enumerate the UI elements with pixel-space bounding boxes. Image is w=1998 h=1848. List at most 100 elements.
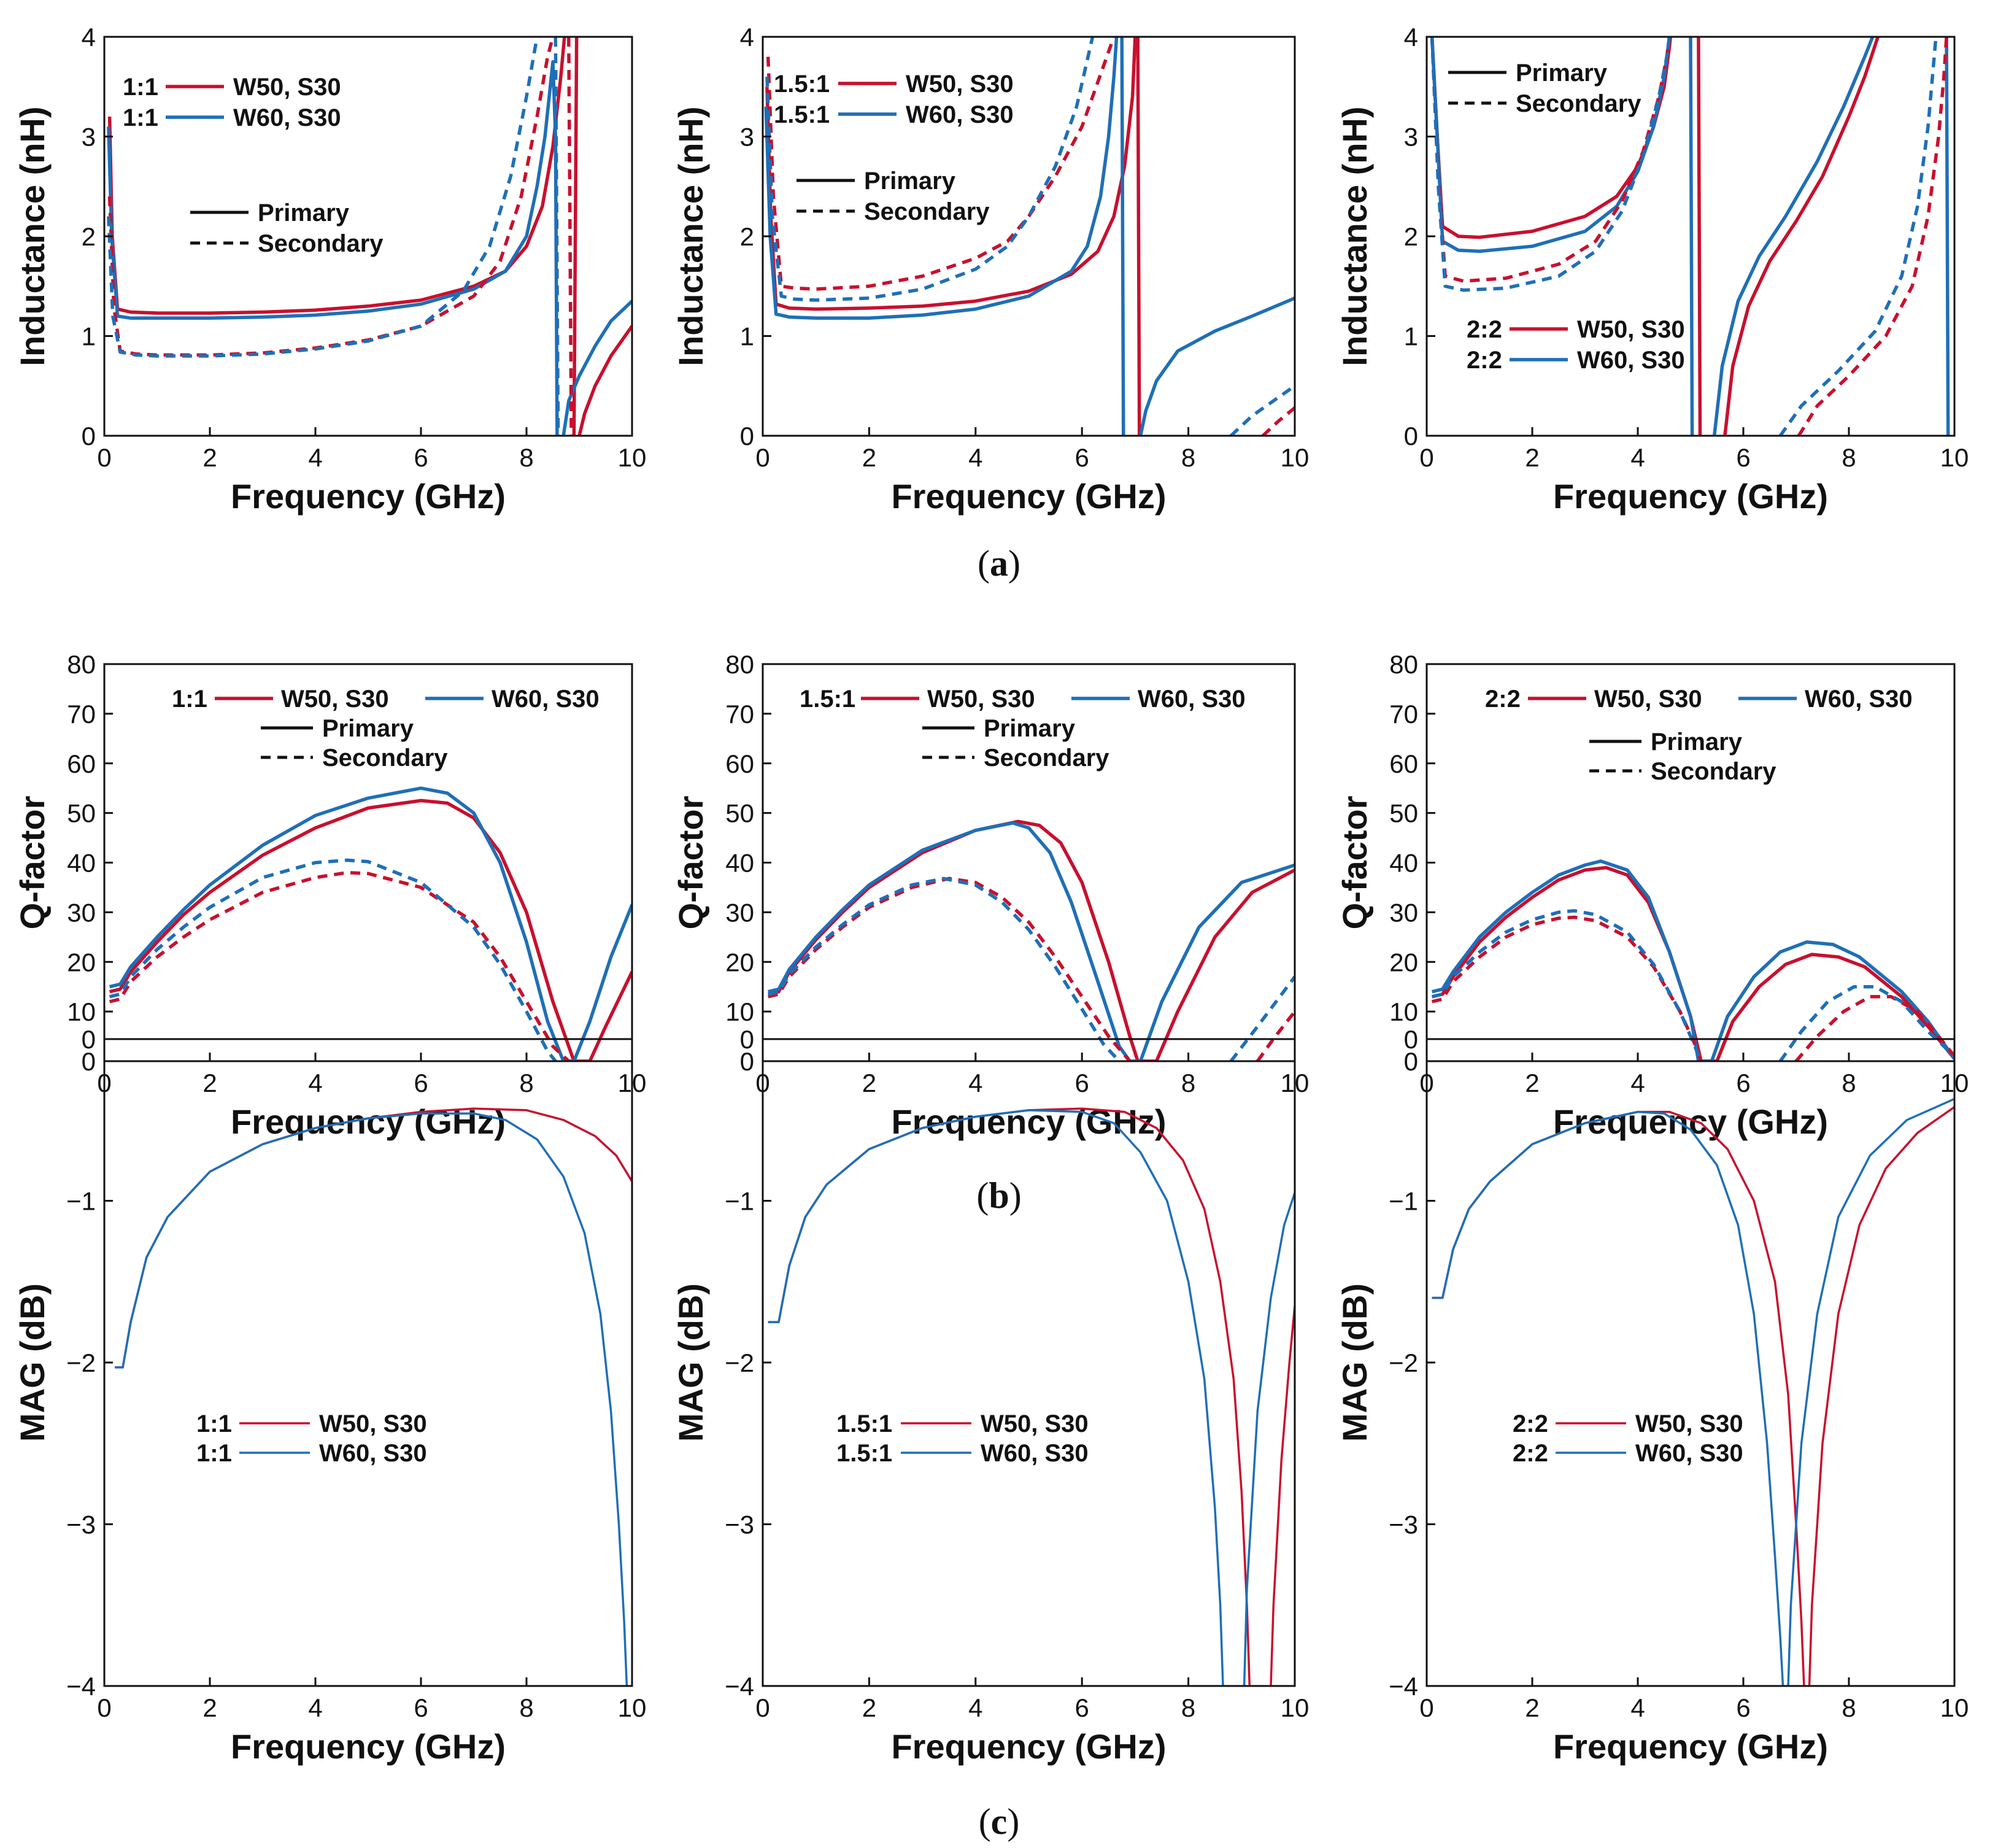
series-line-red-solid bbox=[115, 1107, 632, 1369]
y-axis-title: MAG (dB) bbox=[13, 1283, 52, 1442]
legend-label: W50, S30 bbox=[233, 74, 341, 101]
x-tick-label: 6 bbox=[1736, 1693, 1750, 1722]
x-tick-label: 6 bbox=[414, 1693, 428, 1722]
x-tick-label: 4 bbox=[308, 443, 322, 472]
x-tick-label: 4 bbox=[308, 1693, 322, 1722]
y-tick-label: −3 bbox=[725, 1510, 754, 1539]
legend-prefix: 1:1 bbox=[172, 686, 207, 713]
caption-c: (c) bbox=[979, 1801, 1020, 1842]
series-group bbox=[1432, 1097, 1954, 1686]
y-tick-label: 3 bbox=[1404, 123, 1418, 152]
x-axis-title: Frequency (GHz) bbox=[1553, 477, 1828, 516]
y-tick-label: 1 bbox=[82, 322, 96, 351]
x-tick-label: 2 bbox=[202, 443, 217, 472]
y-tick-label: −3 bbox=[66, 1510, 96, 1539]
legend-prefix: 1.5:1 bbox=[836, 1440, 892, 1467]
series-line-blue-dashed bbox=[1778, 984, 1954, 1061]
series-line-red-solid bbox=[1808, 1106, 1954, 1686]
x-tick-label: 8 bbox=[519, 443, 533, 472]
x-tick-label: 6 bbox=[1075, 443, 1089, 472]
x-tick-label: 8 bbox=[1842, 1693, 1856, 1722]
x-tick-label: 4 bbox=[1630, 443, 1645, 472]
x-tick-label: 10 bbox=[618, 443, 647, 472]
y-tick-label: 80 bbox=[67, 650, 96, 679]
series-group bbox=[764, 37, 1295, 436]
series-line-blue-solid bbox=[1712, 37, 1875, 436]
series-line-blue-dashed bbox=[107, 37, 539, 358]
series-line-blue-solid bbox=[1787, 1097, 1954, 1686]
y-tick-label: 2 bbox=[740, 222, 754, 251]
x-tick-label: 4 bbox=[308, 1069, 322, 1097]
series-line-red-solid bbox=[107, 37, 566, 315]
legend-label: W60, S30 bbox=[981, 1440, 1089, 1467]
legend-label: W60, S30 bbox=[233, 104, 341, 131]
x-tick-label: 4 bbox=[1630, 1693, 1645, 1722]
y-tick-label: 60 bbox=[1389, 749, 1418, 778]
caption-a: (a) bbox=[978, 543, 1020, 584]
x-tick-label: 2 bbox=[1525, 443, 1539, 472]
x-tick-label: 2 bbox=[1525, 1069, 1539, 1097]
y-tick-label: 80 bbox=[1389, 650, 1418, 679]
legend-style-label: Primary bbox=[1516, 60, 1608, 87]
legend-style-label: Secondary bbox=[1651, 758, 1776, 785]
x-tick-label: 4 bbox=[1630, 1069, 1645, 1097]
legend-label: W50, S30 bbox=[1577, 316, 1685, 343]
y-tick-label: 2 bbox=[1404, 222, 1418, 251]
y-tick-label: 70 bbox=[67, 700, 96, 729]
y-tick-label: 40 bbox=[725, 849, 754, 878]
series-line-red-dashed bbox=[107, 37, 555, 357]
series-line-blue-dashed bbox=[1778, 37, 1938, 436]
legend-prefix: 1.5:1 bbox=[800, 686, 855, 713]
y-tick-label: 1 bbox=[1404, 322, 1418, 351]
legend-prefix: 1:1 bbox=[123, 104, 158, 131]
x-tick-label: 10 bbox=[1940, 1693, 1969, 1722]
series-line-red-solid bbox=[768, 819, 1295, 1061]
legend-prefix: 1.5:1 bbox=[836, 1410, 892, 1437]
x-axis-title: Frequency (GHz) bbox=[231, 477, 506, 516]
x-axis-title: Frequency (GHz) bbox=[891, 1102, 1166, 1141]
legend-prefix: 1.5:1 bbox=[774, 101, 830, 128]
y-tick-label: 30 bbox=[725, 898, 754, 927]
y-tick-label: −3 bbox=[1389, 1510, 1418, 1539]
y-tick-label: −2 bbox=[725, 1348, 754, 1377]
series-line-blue-dashed bbox=[1229, 975, 1295, 1061]
legend-label: W50, S30 bbox=[319, 1410, 427, 1437]
series-line-blue-solid bbox=[109, 786, 632, 1061]
y-tick-label: −4 bbox=[66, 1672, 96, 1701]
series-line-blue-solid bbox=[1432, 1110, 1784, 1686]
x-tick-label: 2 bbox=[202, 1069, 217, 1097]
legend: 1.5:1 W50, S30 1.5:1 W60, S30 Primary Seconda… bbox=[774, 71, 1014, 225]
x-axis-title: Frequency (GHz) bbox=[1553, 1727, 1828, 1766]
series-line-red-solid bbox=[572, 37, 579, 436]
y-tick-label: 2 bbox=[82, 222, 96, 251]
series-line-red-dashed bbox=[567, 37, 573, 436]
x-axis-title: Frequency (GHz) bbox=[231, 1102, 506, 1141]
series-line-red-solid bbox=[1723, 37, 1880, 436]
y-tick-label: 3 bbox=[740, 123, 754, 152]
series-line-red-dashed bbox=[1431, 915, 1703, 1061]
series-group bbox=[115, 1107, 632, 1686]
x-tick-label: 0 bbox=[97, 1693, 111, 1722]
series-group bbox=[768, 1107, 1295, 1686]
x-tick-label: 2 bbox=[862, 443, 876, 472]
y-tick-label: 0 bbox=[82, 1047, 96, 1076]
legend-prefix: 1.5:1 bbox=[774, 71, 830, 98]
chart-panel-a3: 0 2 4 6 8 10 0 1 2 3 4 Frequency (GHz) Inductance (n… bbox=[1335, 23, 1969, 516]
y-tick-label: −2 bbox=[66, 1348, 96, 1377]
x-axis-title: Frequency (GHz) bbox=[1553, 1102, 1828, 1141]
series-line-blue-solid bbox=[1138, 296, 1295, 436]
y-tick-label: 0 bbox=[1404, 1025, 1418, 1054]
x-tick-label: 10 bbox=[618, 1693, 647, 1722]
series-line-blue-dashed bbox=[768, 876, 1120, 1061]
x-tick-label: 6 bbox=[1075, 1693, 1089, 1722]
legend-prefix: 2:2 bbox=[1513, 1440, 1548, 1467]
legend-prefix: 1:1 bbox=[196, 1410, 232, 1437]
x-tick-label: 4 bbox=[968, 443, 982, 472]
x-tick-label: 2 bbox=[862, 1069, 876, 1097]
x-tick-label: 6 bbox=[1736, 1069, 1750, 1097]
legend-style-label: Primary bbox=[864, 168, 956, 195]
